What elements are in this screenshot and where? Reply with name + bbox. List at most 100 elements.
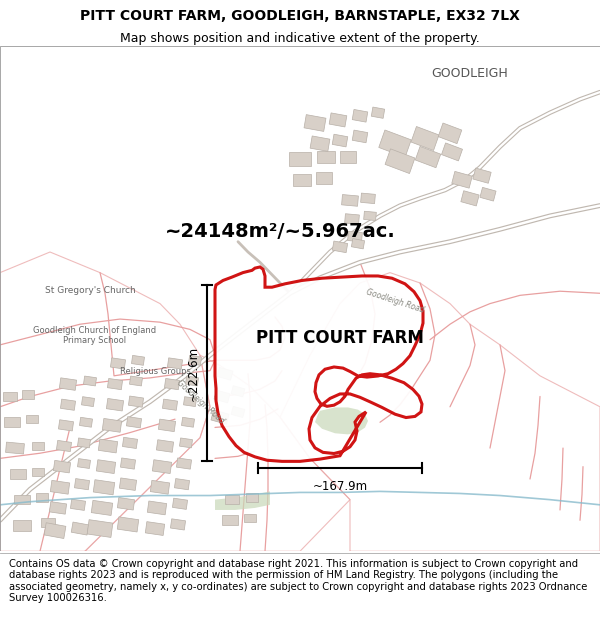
Bar: [148, 501, 167, 515]
Bar: [152, 460, 172, 474]
Text: Goodleigh Road: Goodleigh Road: [365, 288, 425, 315]
Bar: [103, 419, 122, 432]
Bar: [71, 522, 89, 535]
Bar: [5, 442, 25, 454]
Bar: [14, 495, 30, 504]
Polygon shape: [215, 267, 423, 461]
Bar: [91, 501, 113, 516]
Text: ~222.6m: ~222.6m: [187, 346, 199, 401]
Text: Contains OS data © Crown copyright and database right 2021. This information is : Contains OS data © Crown copyright and d…: [9, 559, 587, 603]
Bar: [480, 188, 496, 201]
Text: ~167.9m: ~167.9m: [313, 479, 368, 492]
Bar: [231, 386, 245, 397]
Bar: [225, 495, 239, 504]
Bar: [461, 191, 479, 206]
Bar: [80, 418, 92, 428]
Bar: [310, 136, 330, 151]
Bar: [332, 134, 348, 147]
Bar: [438, 123, 462, 144]
Bar: [74, 479, 89, 490]
Bar: [119, 478, 137, 491]
Bar: [13, 520, 31, 531]
Bar: [442, 143, 463, 161]
Bar: [106, 399, 124, 411]
Bar: [61, 399, 76, 411]
Bar: [184, 397, 196, 407]
Bar: [293, 174, 311, 186]
Text: Religious Groups: Religious Groups: [119, 367, 190, 376]
Bar: [385, 149, 415, 174]
Bar: [151, 481, 170, 494]
Bar: [26, 415, 38, 423]
Bar: [98, 439, 118, 453]
Bar: [22, 390, 34, 399]
Bar: [110, 358, 125, 369]
Text: Map shows position and indicative extent of the property.: Map shows position and indicative extent…: [120, 32, 480, 45]
Bar: [211, 410, 229, 424]
Bar: [4, 417, 20, 428]
Text: St Gregory's Church: St Gregory's Church: [44, 286, 136, 295]
Bar: [87, 519, 113, 538]
Bar: [83, 376, 97, 386]
Polygon shape: [215, 491, 270, 510]
Bar: [185, 376, 199, 386]
Text: Goodleigh Road: Goodleigh Road: [175, 378, 226, 425]
Bar: [473, 168, 491, 183]
Bar: [217, 368, 233, 380]
Bar: [41, 518, 55, 527]
Bar: [182, 418, 194, 428]
Text: PITT COURT FARM, GOODLEIGH, BARNSTAPLE, EX32 7LX: PITT COURT FARM, GOODLEIGH, BARNSTAPLE, …: [80, 9, 520, 23]
Bar: [452, 171, 472, 188]
Bar: [371, 107, 385, 118]
Bar: [347, 231, 362, 242]
Text: Goodleigh Church of England
Primary School: Goodleigh Church of England Primary Scho…: [34, 326, 157, 345]
Bar: [214, 390, 230, 403]
Bar: [411, 126, 439, 151]
Bar: [77, 459, 91, 469]
Bar: [93, 480, 115, 495]
Bar: [415, 146, 441, 168]
Bar: [289, 152, 311, 166]
Bar: [317, 151, 335, 163]
Bar: [97, 460, 116, 474]
Bar: [352, 130, 368, 142]
Bar: [167, 358, 182, 369]
Text: ~24148m²/~5.967ac.: ~24148m²/~5.967ac.: [164, 221, 395, 241]
Bar: [131, 356, 145, 365]
Bar: [44, 522, 66, 539]
Bar: [179, 438, 193, 448]
Bar: [172, 498, 188, 509]
Bar: [56, 441, 71, 452]
Bar: [170, 519, 185, 530]
Bar: [316, 171, 332, 184]
Bar: [344, 214, 359, 224]
Bar: [58, 420, 74, 431]
Text: PITT COURT FARM: PITT COURT FARM: [256, 329, 424, 347]
Bar: [329, 113, 347, 127]
Bar: [128, 396, 143, 408]
Bar: [130, 376, 142, 386]
Bar: [352, 239, 365, 249]
Bar: [231, 406, 245, 418]
Bar: [341, 194, 358, 206]
Bar: [32, 468, 44, 476]
Bar: [50, 481, 70, 494]
Bar: [222, 515, 238, 526]
Bar: [332, 241, 347, 252]
Bar: [364, 211, 376, 221]
Bar: [175, 479, 190, 490]
Bar: [176, 458, 191, 469]
Bar: [118, 498, 134, 510]
Bar: [145, 522, 164, 536]
Bar: [163, 399, 178, 411]
Bar: [82, 397, 94, 407]
Bar: [164, 379, 179, 390]
Bar: [304, 114, 326, 131]
Bar: [379, 130, 411, 158]
Bar: [352, 109, 368, 122]
Bar: [246, 494, 258, 502]
Bar: [59, 378, 77, 391]
Bar: [361, 193, 376, 204]
Bar: [127, 417, 142, 428]
Bar: [122, 438, 137, 449]
